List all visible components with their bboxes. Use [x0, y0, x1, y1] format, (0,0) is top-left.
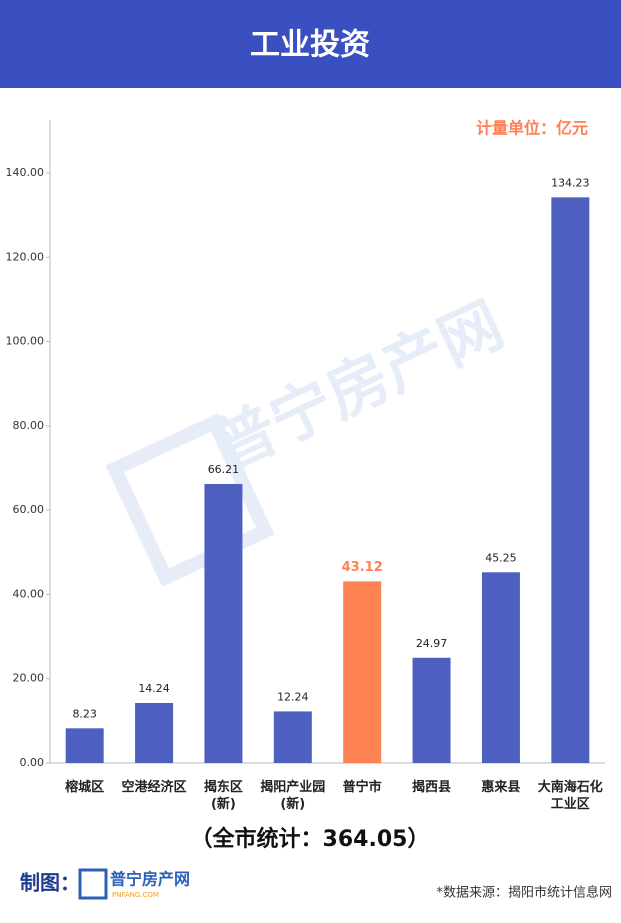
total-note: （全市统计：364.05）	[191, 826, 430, 852]
value-label: 43.12	[342, 560, 383, 575]
header-band	[0, 0, 621, 88]
x-tick-label: 揭西县	[412, 780, 452, 795]
bar	[551, 197, 590, 764]
unit-note: 计量单位：亿元	[476, 119, 588, 138]
value-label: 24.97	[416, 637, 448, 650]
watermark: 普宁房产网	[105, 287, 514, 587]
bar	[65, 728, 104, 763]
logo-text: 普宁房产网	[110, 870, 190, 889]
value-label: 14.24	[138, 682, 170, 695]
x-tick-label: 大南海石化 工业区	[537, 780, 603, 812]
x-tick-label: 空港经济区	[121, 780, 187, 795]
y-tick-label: 120.00	[6, 250, 45, 263]
value-label: 134.23	[551, 176, 590, 189]
source-note: *数据来源：揭阳市统计信息网	[436, 885, 612, 901]
chart-title: 工业投资	[250, 28, 370, 63]
x-tick-label: 揭阳产业园 (新)	[260, 780, 326, 812]
x-tick-label: 惠来县	[481, 780, 521, 795]
x-tick-label: 榕城区	[65, 780, 105, 795]
value-label: 12.24	[277, 690, 309, 703]
y-tick-label: 60.00	[13, 503, 45, 516]
logo-sub: PNFANG.COM	[112, 891, 159, 899]
bar	[412, 657, 451, 763]
x-tick-label: 揭东区 (新)	[203, 780, 243, 812]
bar	[481, 572, 520, 763]
y-tick-label: 0.00	[20, 756, 45, 769]
bar	[204, 483, 243, 763]
svg-text:普宁房产网: 普宁房产网	[202, 287, 514, 484]
logo-icon	[78, 868, 108, 900]
y-tick-label: 80.00	[13, 419, 45, 432]
value-label: 45.25	[485, 551, 517, 564]
bar	[273, 711, 312, 763]
bar	[135, 702, 174, 763]
y-tick-label: 100.00	[6, 335, 45, 348]
value-label: 66.21	[208, 463, 240, 476]
value-label: 8.23	[72, 707, 97, 720]
y-tick-label: 140.00	[6, 166, 45, 179]
x-tick-label: 普宁市	[342, 780, 382, 795]
maker-label: 制图：	[20, 871, 80, 895]
y-tick-label: 20.00	[13, 672, 45, 685]
y-tick-label: 40.00	[13, 587, 45, 600]
bar	[343, 581, 382, 763]
